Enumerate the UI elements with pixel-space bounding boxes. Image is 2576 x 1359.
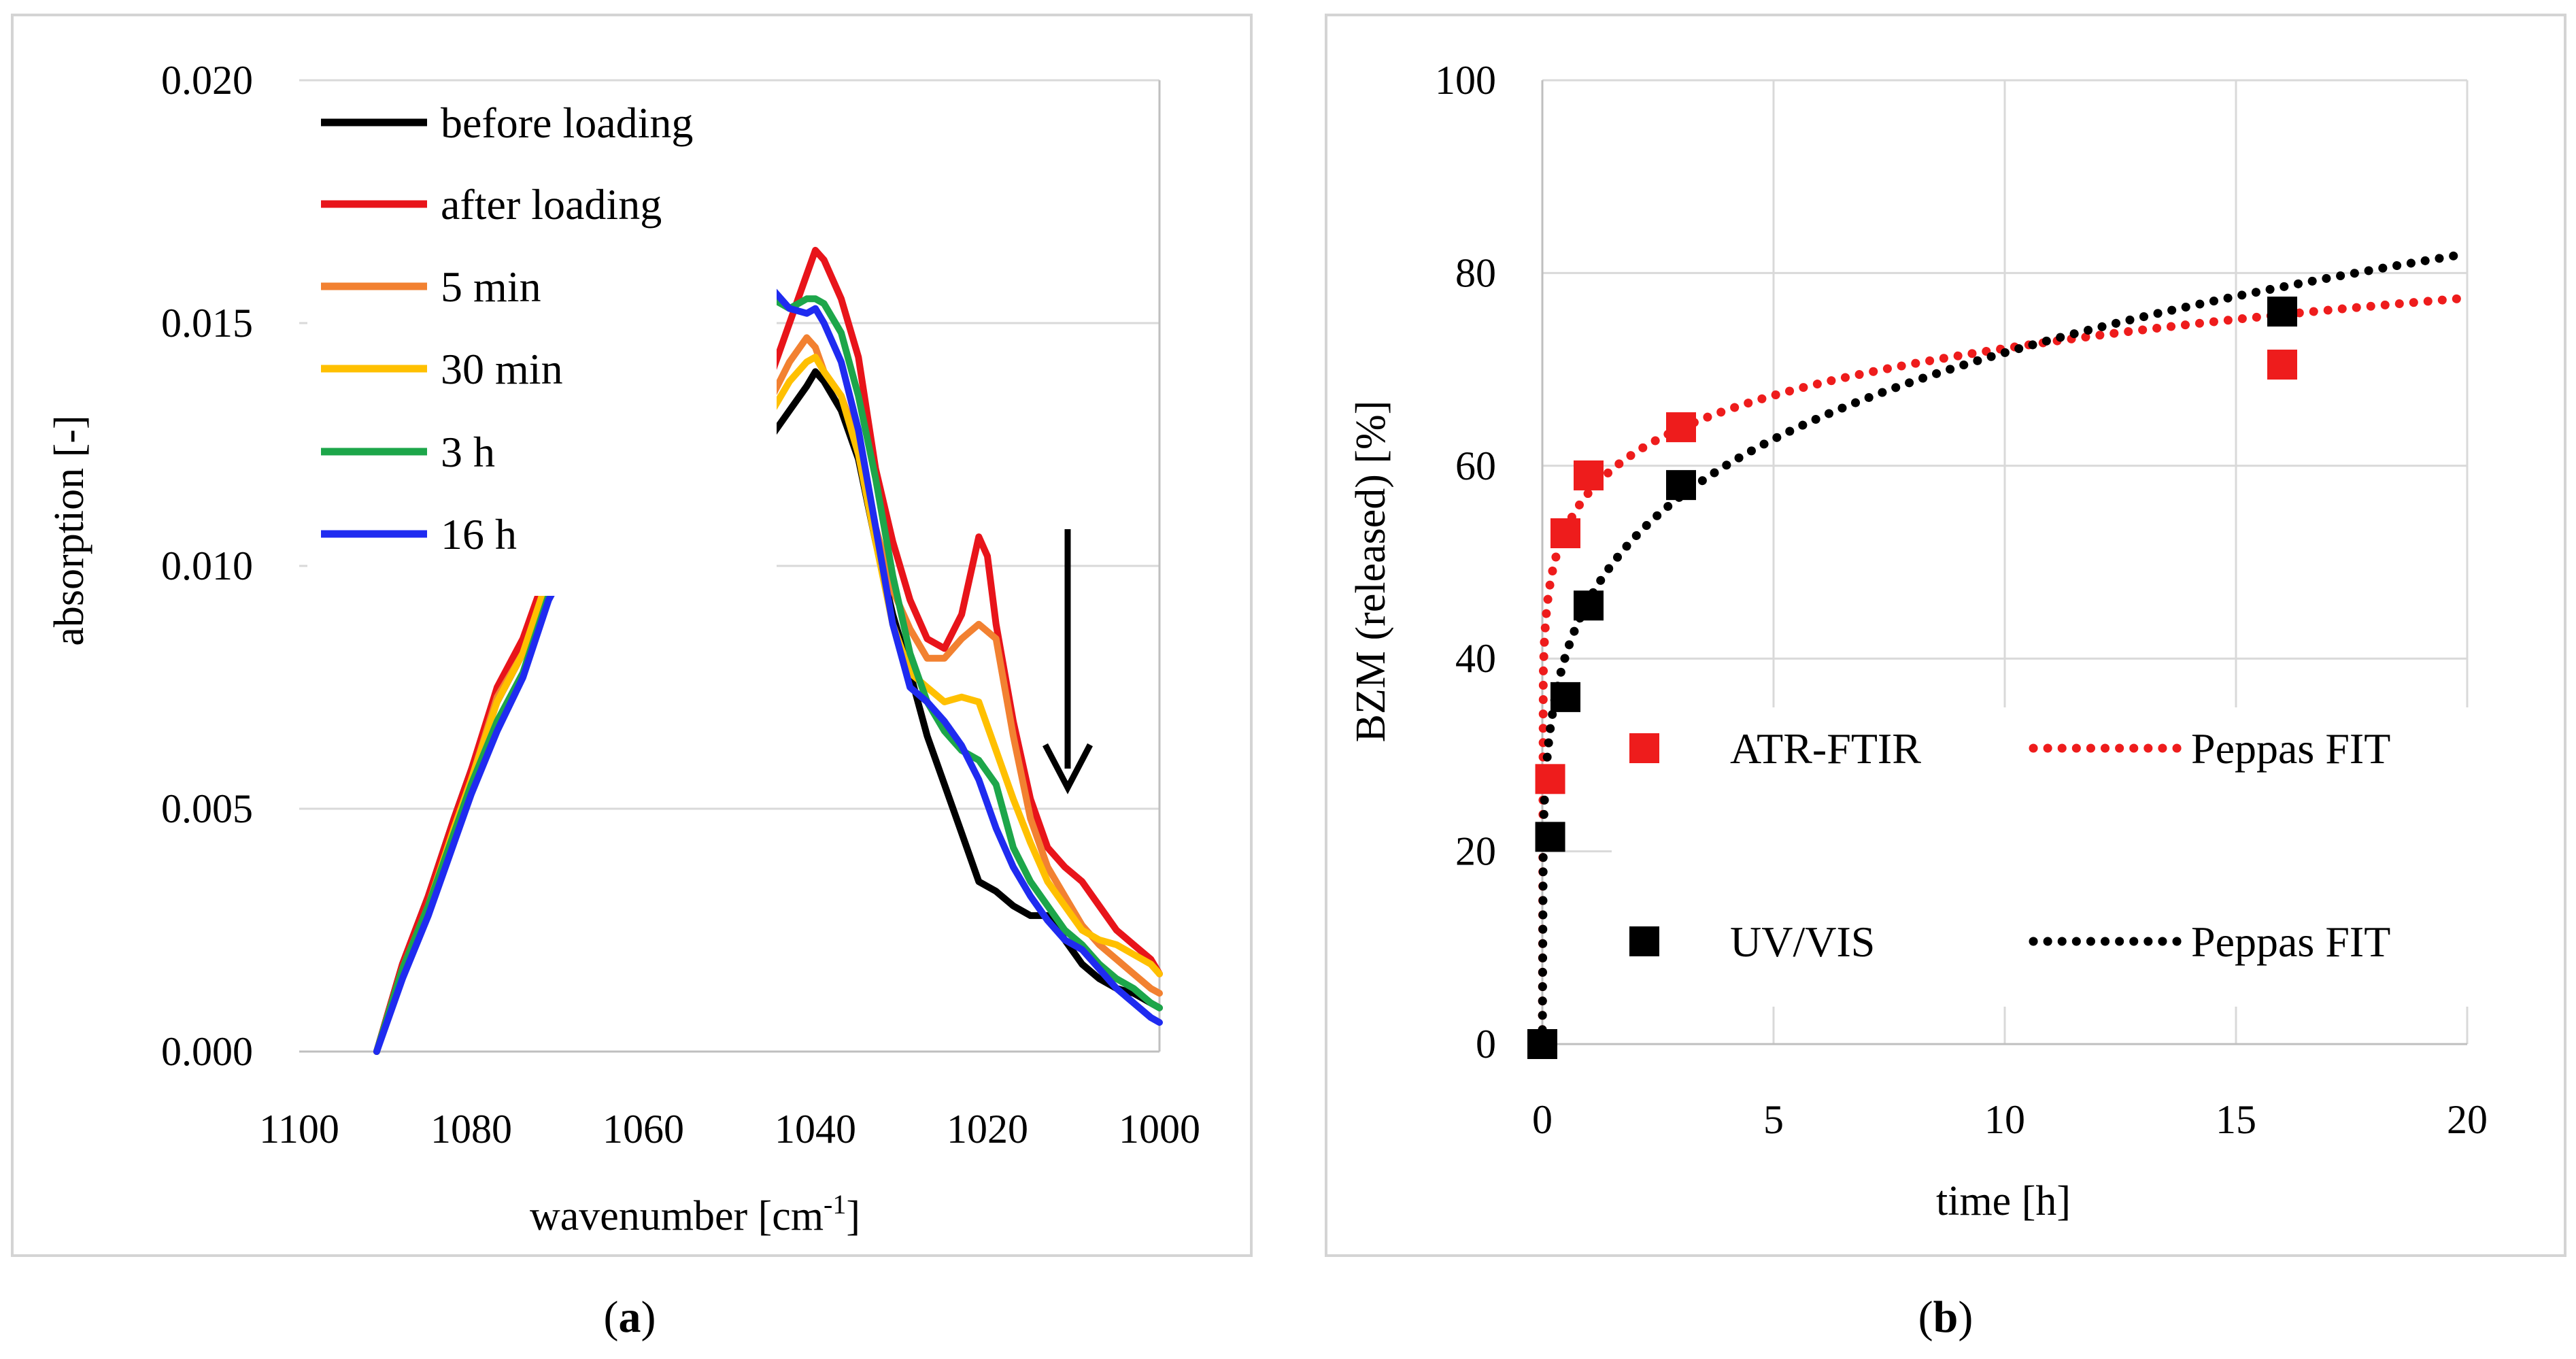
panel-a-y-tick-label: 0.020	[161, 58, 253, 103]
legend-b-background	[1612, 707, 2516, 1007]
legend-label-5-min: 5 min	[441, 263, 541, 311]
panel-b-x-tick-label: 0	[1532, 1097, 1553, 1142]
panel-a-x-tick-label: 1020	[947, 1107, 1028, 1152]
legend-label-30-min: 30 min	[441, 345, 563, 393]
panel-a-x-tick-label: 1100	[259, 1107, 339, 1152]
legend-label-after-loading: after loading	[441, 180, 662, 229]
legend-label-peppas-fit-red: Peppas FIT	[2191, 724, 2390, 773]
marker-uv-vis	[1574, 590, 1604, 621]
marker-atr-ftir	[1666, 412, 1696, 443]
panel-a-x-tick-label: 1080	[430, 1107, 512, 1152]
marker-atr-ftir	[2267, 350, 2297, 380]
panel-b-y-tick-label: 80	[1455, 250, 1496, 295]
panel-b-x-tick-label: 20	[2447, 1097, 2488, 1142]
panel-b-x-tick-label: 5	[1763, 1097, 1784, 1142]
marker-uv-vis	[1550, 682, 1580, 712]
panel-b-y-tick-label: 100	[1435, 58, 1496, 103]
panel-b-x-tick-label: 10	[1984, 1097, 2025, 1142]
marker-uv-vis	[1666, 470, 1696, 501]
panel-b-border	[1325, 14, 2566, 1257]
legend-marker-atr-ftir	[1629, 733, 1659, 763]
fit-curve-peppas-fit-black	[1538, 249, 2472, 1049]
legend-marker-uv-vis	[1629, 926, 1659, 956]
marker-uv-vis	[2267, 297, 2297, 327]
panel-b-ticks: 0 20 40 60 80 100 0 5 10 15 20	[1435, 58, 2488, 1142]
panel-b-y-tick-label: 40	[1455, 636, 1496, 681]
panel-a-y-tick-label: 0.010	[161, 543, 253, 588]
panel-a-legend: before loading after loading 5 min 30 mi…	[307, 87, 777, 596]
legend-a-background	[307, 87, 777, 596]
panel-b-y-tick-label: 20	[1455, 829, 1496, 874]
panel-a-ticks: 0.000 0.005 0.010 0.015 0.020 1100 1080 1060 104…	[161, 58, 1200, 1152]
marker-atr-ftir	[1574, 460, 1604, 490]
legend-label-peppas-fit-black: Peppas FIT	[2191, 918, 2390, 966]
legend-label-before-loading: before loading	[441, 99, 693, 147]
legend-label-atr-ftir: ATR-FTIR	[1730, 724, 1921, 773]
legend-label-3-h: 3 h	[441, 428, 495, 476]
panel-b-legend: ATR-FTIR Peppas FIT UV/VIS Peppas FIT	[1612, 707, 2516, 1007]
panel-b-y-tick-label: 60	[1455, 443, 1496, 488]
decrease-arrow	[1043, 529, 1093, 794]
panel-a-x-tick-label: 1040	[775, 1107, 856, 1152]
panel-b-caption: (b)	[1918, 1292, 1973, 1342]
panel-a-x-tick-label: 1000	[1119, 1107, 1200, 1152]
legend-label-16-h: 16 h	[441, 510, 517, 558]
panel-a-caption: (a)	[604, 1292, 656, 1342]
marker-uv-vis	[1527, 1029, 1557, 1059]
panel-a-x-axis-label: wavenumber [cm-1]	[530, 1189, 860, 1239]
panel-a-y-tick-label: 0.000	[161, 1029, 253, 1074]
panel-a-y-tick-label: 0.005	[161, 786, 253, 831]
panel-b-x-tick-label: 15	[2216, 1097, 2256, 1142]
panel-b-y-axis-label: BZM (released) [%]	[1348, 401, 1394, 743]
panel-a-y-axis-label: absorption [-]	[46, 415, 92, 645]
panel-a-x-tick-label: 1060	[603, 1107, 684, 1152]
panel-b-x-axis-label: time [h]	[1936, 1178, 2071, 1224]
legend-label-uv-vis: UV/VIS	[1730, 918, 1875, 966]
marker-atr-ftir	[1535, 764, 1565, 794]
panel-b-y-tick-label: 0	[1476, 1022, 1496, 1067]
panel-b-series	[1527, 249, 2472, 1059]
marker-uv-vis	[1535, 822, 1565, 852]
panel-a-y-tick-label: 0.015	[161, 301, 253, 346]
marker-atr-ftir	[1550, 518, 1580, 548]
